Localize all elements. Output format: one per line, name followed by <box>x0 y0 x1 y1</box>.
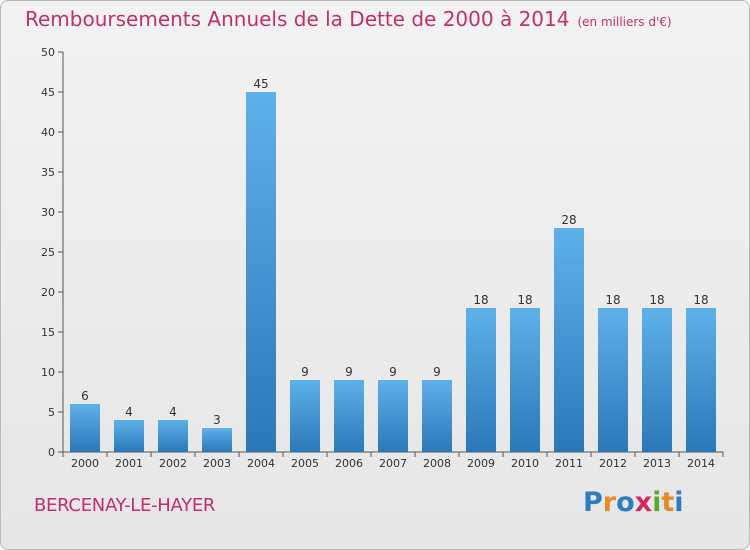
logo-letter: t <box>661 487 675 518</box>
y-tick-label: 30 <box>41 206 55 219</box>
bar-value-label: 18 <box>517 293 532 307</box>
bar <box>334 380 364 452</box>
bar-value-label: 4 <box>125 405 133 419</box>
bar-value-label: 9 <box>433 365 441 379</box>
bar-value-label: 6 <box>81 389 89 403</box>
y-tick-label: 45 <box>41 86 55 99</box>
chart-unit: (en milliers d'€) <box>577 15 672 29</box>
y-tick-label: 15 <box>41 326 55 339</box>
bar-value-label: 18 <box>473 293 488 307</box>
bar <box>378 380 408 452</box>
x-tick-label: 2010 <box>511 457 539 470</box>
x-tick-label: 2013 <box>643 457 671 470</box>
bar <box>642 308 672 452</box>
y-tick-label: 40 <box>41 126 55 139</box>
y-tick-label: 10 <box>41 366 55 379</box>
chart-title-text: Remboursements Annuels de la Dette de 20… <box>25 7 570 31</box>
logo-letter: P <box>583 487 603 518</box>
y-tick-label: 50 <box>41 46 55 59</box>
bar <box>246 92 276 452</box>
bar <box>70 404 100 452</box>
x-tick-label: 2000 <box>71 457 99 470</box>
y-tick-label: 0 <box>48 446 55 459</box>
y-tick-label: 25 <box>41 246 55 259</box>
place-name: BERCENAY-LE-HAYER <box>34 495 216 516</box>
logo-letter: i <box>674 487 684 518</box>
x-tick-label: 2005 <box>291 457 319 470</box>
x-tick-label: 2001 <box>115 457 143 470</box>
proxiti-logo: Proxiti <box>583 487 684 518</box>
x-tick-label: 2004 <box>247 457 275 470</box>
bar <box>158 420 188 452</box>
chart-title: Remboursements Annuels de la Dette de 20… <box>25 7 672 31</box>
y-tick-label: 35 <box>41 166 55 179</box>
bar-value-label: 9 <box>345 365 353 379</box>
logo-letter: i <box>652 487 662 518</box>
x-tick-label: 2012 <box>599 457 627 470</box>
bar <box>202 428 232 452</box>
bar-value-label: 18 <box>693 293 708 307</box>
bar-value-label: 28 <box>561 213 576 227</box>
bar <box>510 308 540 452</box>
y-tick-label: 5 <box>48 406 55 419</box>
bar <box>598 308 628 452</box>
bar <box>686 308 716 452</box>
bar-value-label: 18 <box>605 293 620 307</box>
logo-letter: o <box>616 487 635 518</box>
bar <box>466 308 496 452</box>
bar-value-label: 45 <box>253 77 268 91</box>
x-tick-label: 2002 <box>159 457 187 470</box>
x-tick-label: 2006 <box>335 457 363 470</box>
bar-value-label: 9 <box>301 365 309 379</box>
logo-letter: x <box>634 487 653 518</box>
bar <box>554 228 584 452</box>
bar <box>114 420 144 452</box>
x-tick-label: 2008 <box>423 457 451 470</box>
x-tick-label: 2011 <box>555 457 583 470</box>
logo-letter: r <box>602 487 617 518</box>
x-tick-label: 2003 <box>203 457 231 470</box>
bar-value-label: 4 <box>169 405 177 419</box>
x-tick-label: 2014 <box>687 457 715 470</box>
bar-value-label: 9 <box>389 365 397 379</box>
bar <box>422 380 452 452</box>
x-tick-label: 2007 <box>379 457 407 470</box>
bar-value-label: 18 <box>649 293 664 307</box>
bar <box>290 380 320 452</box>
x-tick-label: 2009 <box>467 457 495 470</box>
bar-value-label: 3 <box>213 413 221 427</box>
y-tick-label: 20 <box>41 286 55 299</box>
